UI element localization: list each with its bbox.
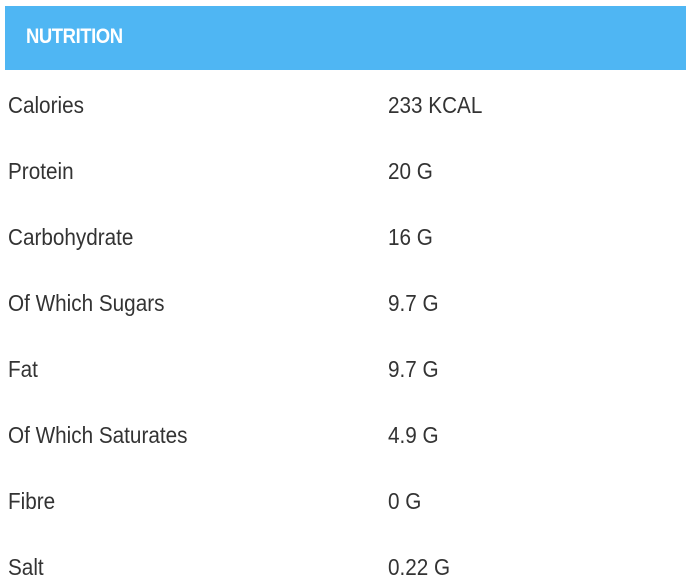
nutrition-row-protein: Protein 20 G	[0, 152, 690, 192]
row-value: 4.9 G	[388, 422, 439, 448]
nutrition-row-calories: Calories 233 KCAL	[0, 86, 690, 126]
row-label: Fibre	[8, 488, 56, 514]
row-value: 9.7 G	[388, 290, 439, 316]
row-label: Carbohydrate	[8, 224, 134, 250]
nutrition-row-carbohydrate: Carbohydrate 16 G	[0, 218, 690, 258]
row-label: Of Which Sugars	[8, 290, 165, 316]
nutrition-row-saturates: Of Which Saturates 4.9 G	[0, 416, 690, 456]
nutrition-row-sugars: Of Which Sugars 9.7 G	[0, 284, 690, 324]
row-label: Protein	[8, 158, 74, 184]
row-label: Fat	[8, 356, 38, 382]
nutrition-title: NUTRITION	[26, 25, 123, 48]
nutrition-row-fat: Fat 9.7 G	[0, 350, 690, 390]
nutrition-row-salt: Salt 0.22 G	[0, 548, 690, 588]
nutrition-header: NUTRITION	[5, 6, 686, 70]
row-value: 9.7 G	[388, 356, 439, 382]
row-label: Of Which Saturates	[8, 422, 188, 448]
row-value: 16 G	[388, 224, 433, 250]
row-label: Salt	[8, 554, 44, 580]
row-value: 233 KCAL	[388, 92, 483, 118]
nutrition-row-fibre: Fibre 0 G	[0, 482, 690, 522]
row-label: Calories	[8, 92, 84, 118]
row-value: 0.22 G	[388, 554, 451, 580]
row-value: 20 G	[388, 158, 433, 184]
row-value: 0 G	[388, 488, 422, 514]
